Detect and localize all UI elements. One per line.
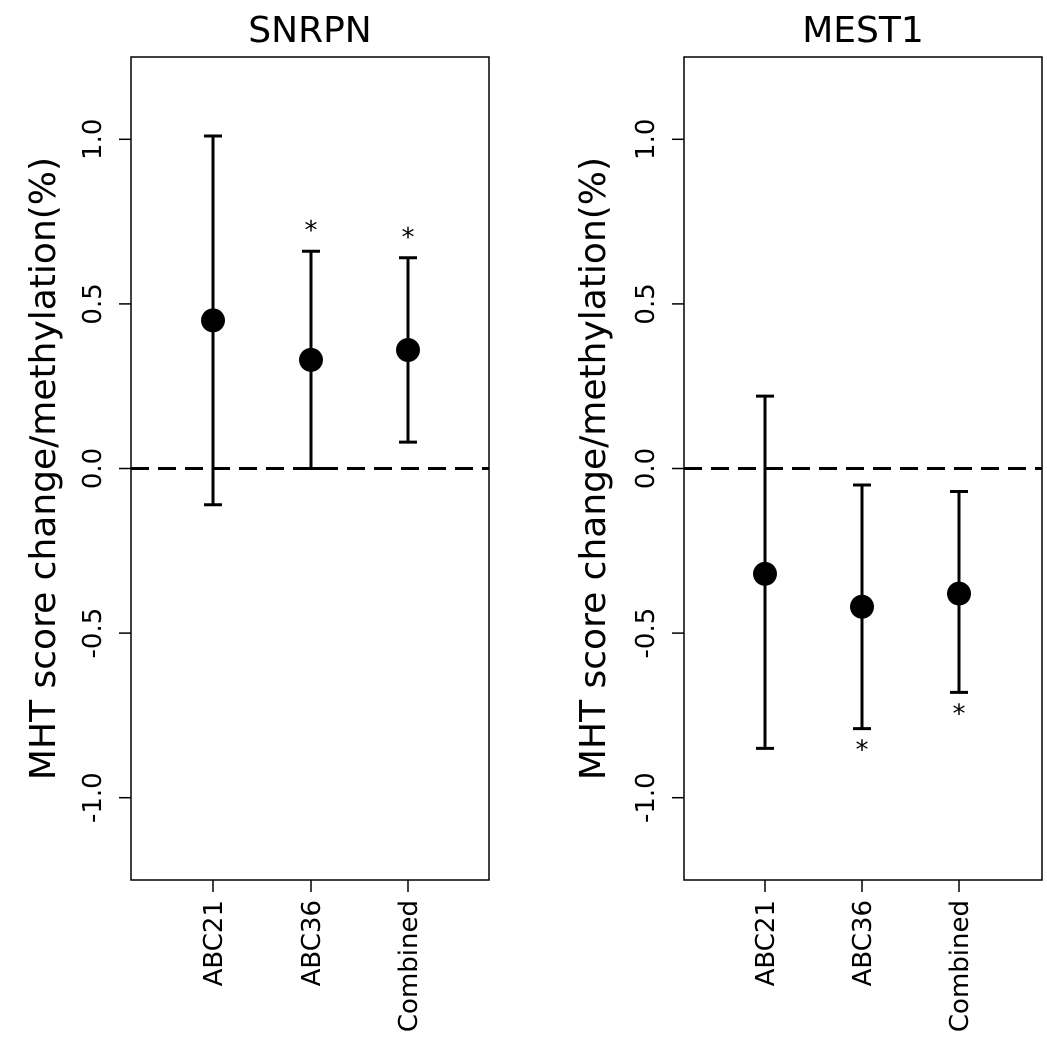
panel-title: MEST1 [802, 10, 924, 51]
panel-title: SNRPN [248, 10, 371, 51]
y-tick-label: 0.5 [631, 283, 661, 324]
y-tick-label: 1.0 [631, 119, 661, 160]
y-tick-label: -1.0 [78, 772, 108, 823]
y-tick-label: -1.0 [631, 772, 661, 823]
x-category-label: Combined [945, 900, 975, 1032]
significance-marker: * [953, 699, 966, 729]
data-point [299, 347, 323, 372]
x-category-label: ABC36 [297, 900, 327, 986]
y-tick-label: 0.0 [78, 448, 108, 489]
panel-1: MEST1 MHT score change/methylation(%) -1.0… [573, 10, 1043, 1032]
y-tick-label: -0.5 [78, 608, 108, 659]
significance-marker: * [402, 223, 415, 253]
data-point [396, 337, 420, 362]
data-point [201, 308, 225, 333]
x-category-label: ABC21 [199, 900, 229, 986]
y-tick-label: -0.5 [631, 608, 661, 659]
x-category-label: ABC21 [751, 900, 781, 986]
significance-marker: * [305, 216, 318, 246]
y-tick-label: 1.0 [78, 119, 108, 160]
significance-marker: * [856, 736, 869, 766]
data-point [947, 581, 971, 606]
data-point [753, 561, 777, 586]
x-category-label: Combined [394, 900, 424, 1032]
y-tick-label: 0.5 [78, 283, 108, 324]
y-axis-label: MHT score change/methylation(%) [23, 157, 64, 780]
data-point [850, 594, 874, 619]
panel-0: SNRPN MHT score change/methylation(%) -1.0… [23, 10, 490, 1032]
y-tick-label: 0.0 [631, 448, 661, 489]
x-category-label: ABC36 [848, 900, 878, 986]
y-axis-label: MHT score change/methylation(%) [573, 157, 614, 780]
